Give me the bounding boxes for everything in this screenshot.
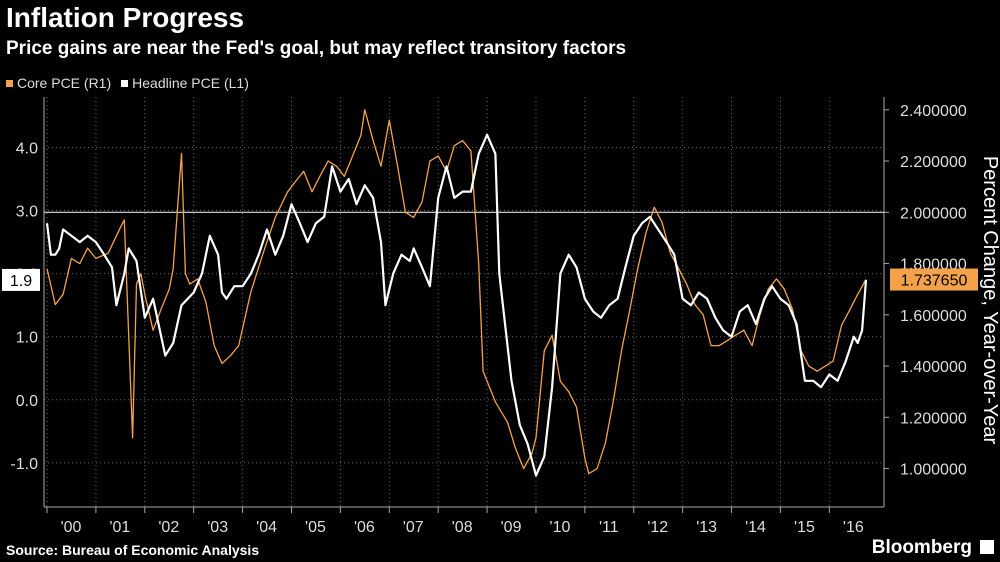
headline-last-value-label: 1.9 (10, 273, 32, 290)
left-tick-label-3: 1.0 (16, 330, 38, 347)
x-tick-label-13: '13 (696, 519, 717, 536)
bloomberg-logo: Bloomberg (871, 537, 972, 558)
right-tick-label-0: 2.400000 (900, 103, 967, 120)
chart-subtitle: Price gains are near the Fed's goal, but… (6, 38, 627, 59)
left-tick-label-0: 4.0 (16, 140, 38, 157)
brand-mark-icon (980, 540, 994, 554)
x-tick-label-3: '03 (207, 519, 228, 536)
headline-last-value-flag (2, 268, 40, 291)
x-tick-label-14: '14 (745, 519, 766, 536)
legend-swatch-core (6, 79, 13, 87)
x-tick-label-10: '10 (550, 519, 571, 536)
right-tick-label-4: 1.600000 (900, 308, 967, 325)
legend-item-headline: Headline PCE (L1) (121, 75, 249, 91)
right-axis-title: Percent Change, Year-over-Year (979, 156, 1000, 445)
x-tick-label-11: '11 (599, 519, 619, 536)
x-tick-label-5: '05 (305, 519, 326, 536)
x-tick-label-6: '06 (354, 519, 375, 536)
x-tick-label-12: '12 (647, 519, 668, 536)
x-tick-label-2: '02 (158, 519, 179, 536)
x-tick-label-16: '16 (843, 519, 864, 536)
left-tick-label-5: -1.0 (10, 456, 38, 473)
right-tick-label-7: 1.000000 (900, 462, 967, 479)
right-tick-label-5: 1.400000 (900, 359, 967, 376)
chart-legend: Core PCE (R1) Headline PCE (L1) (6, 75, 249, 91)
right-tick-label-6: 1.200000 (900, 410, 967, 427)
x-tick-label-9: '09 (501, 519, 522, 536)
x-tick-label-7: '07 (403, 519, 424, 536)
right-tick-label-1: 2.200000 (900, 154, 967, 171)
legend-label-core: Core PCE (R1) (17, 75, 112, 91)
x-tick-label-4: '04 (256, 519, 277, 536)
legend-item-core: Core PCE (R1) (6, 75, 111, 91)
core-last-value-label: 1.737650 (901, 273, 968, 290)
source-note: Source: Bureau of Economic Analysis (6, 542, 260, 558)
series-line-headline-pce (45, 133, 868, 477)
right-tick-label-2: 2.000000 (900, 205, 967, 222)
legend-label-headline: Headline PCE (L1) (132, 75, 249, 91)
x-tick-label-8: '08 (452, 519, 473, 536)
x-tick-label-0: '00 (61, 519, 82, 536)
legend-swatch-headline (121, 79, 129, 87)
left-tick-label-1: 3.0 (16, 204, 38, 221)
chart-title: Inflation Progress (6, 2, 245, 33)
series-line-core-pce (46, 109, 867, 475)
x-tick-label-15: '15 (794, 519, 815, 536)
left-tick-label-4: 0.0 (16, 393, 38, 410)
core-last-value-flag (890, 268, 978, 291)
x-tick-label-1: '01 (109, 519, 130, 536)
